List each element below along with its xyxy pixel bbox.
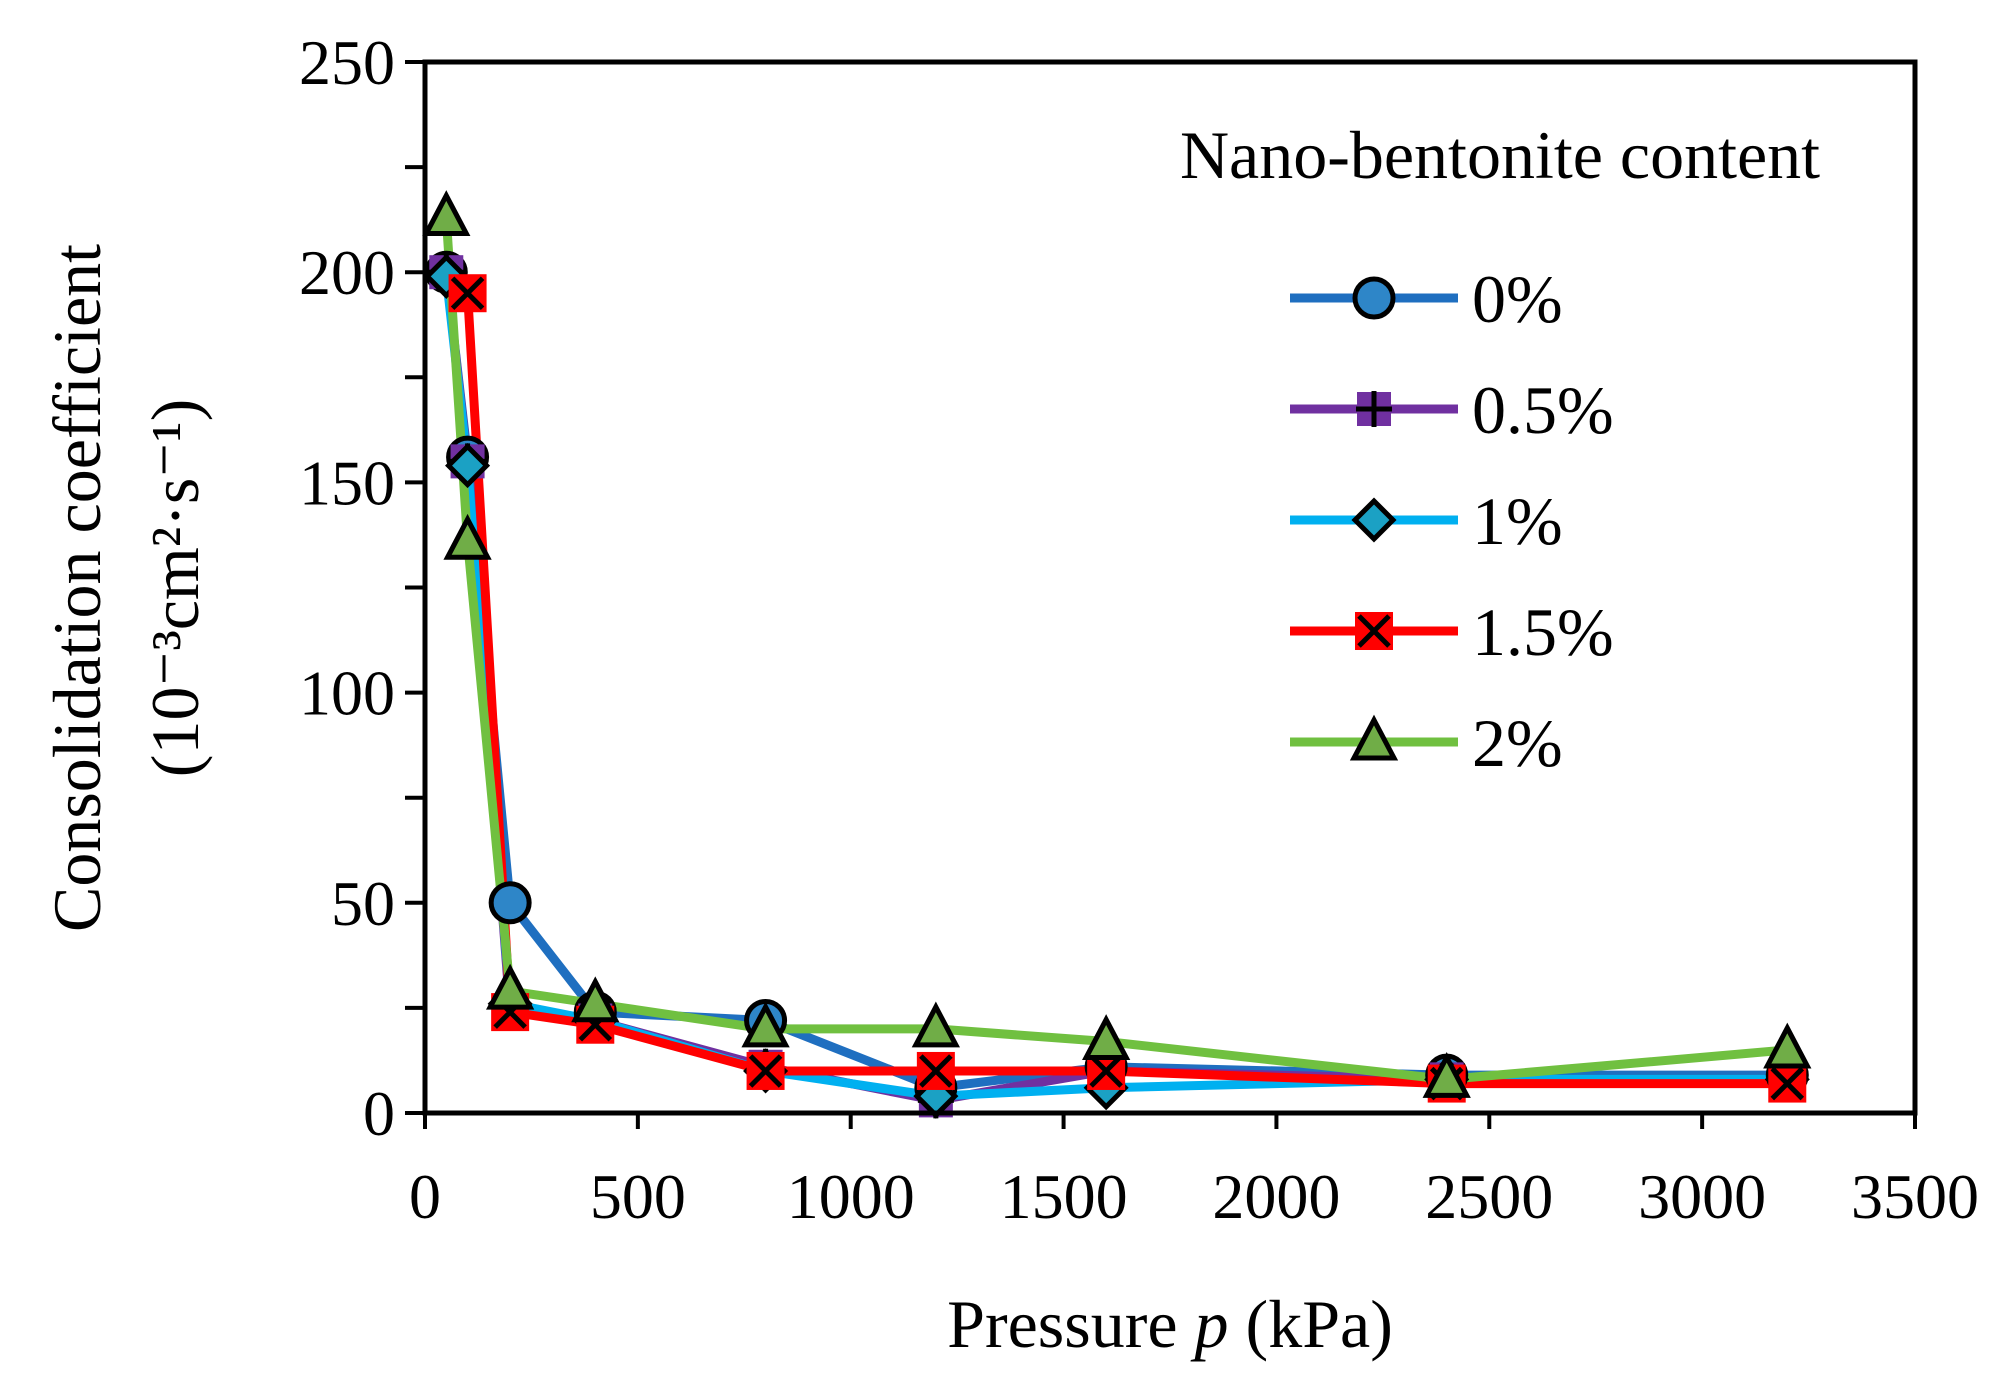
data-point-1-5pct xyxy=(1768,1064,1807,1103)
legend-label-0-5pct: 0.5% xyxy=(1472,372,1614,448)
y-axis-label-line1: Consolidation coefficient xyxy=(39,244,115,932)
x-tick-label: 3500 xyxy=(1851,1161,1979,1232)
data-point-2pct xyxy=(486,963,535,1010)
data-point-1-5pct xyxy=(916,1051,955,1090)
x-axis: 0 500 1000 1500 2000 2500 3000 3500 xyxy=(409,1113,1979,1232)
data-point-1-5pct xyxy=(746,1051,785,1090)
y-tick-label: 150 xyxy=(299,447,395,518)
legend-label-0pct: 0% xyxy=(1472,261,1563,337)
x-axis-label: Pressure p (kPa) xyxy=(947,1286,1393,1362)
y-axis: 0 50 100 150 200 250 xyxy=(299,27,425,1149)
x-tick-label: 500 xyxy=(590,1161,686,1232)
y-tick-label: 100 xyxy=(299,658,395,729)
data-point-2pct xyxy=(1082,1014,1131,1061)
plot-area-frame xyxy=(422,59,1918,1116)
legend-label-1pct: 1% xyxy=(1472,483,1563,559)
y-tick-label: 0 xyxy=(363,1078,395,1149)
legend-title: Nano-bentonite content xyxy=(1180,117,1820,193)
legend-marker-1-5pct xyxy=(1355,612,1393,650)
legend-marker-0pct xyxy=(1352,276,1396,320)
legend: Nano-bentonite content 0% 0.5% 1% 1.5% 2% xyxy=(1180,117,1820,781)
legend-marker-1pct xyxy=(1351,497,1397,543)
data-point-2pct xyxy=(571,976,620,1023)
x-tick-label: 1500 xyxy=(1000,1161,1128,1232)
data-point-2pct xyxy=(1763,1022,1812,1069)
legend-label-2pct: 2% xyxy=(1472,705,1563,781)
y-tick-label: 250 xyxy=(299,27,395,98)
data-point-1-5pct xyxy=(448,274,487,313)
x-tick-label: 2000 xyxy=(1212,1161,1340,1232)
y-axis-label-line2: (10⁻³cm²·s⁻¹) xyxy=(137,399,213,777)
x-tick-label: 0 xyxy=(409,1161,441,1232)
legend-marker-2pct xyxy=(1349,714,1399,761)
x-tick-label: 3000 xyxy=(1638,1161,1766,1232)
data-point-2pct xyxy=(911,1001,960,1048)
data-point-2pct xyxy=(1422,1052,1471,1098)
y-tick-label: 200 xyxy=(299,237,395,308)
x-tick-label: 2500 xyxy=(1425,1161,1553,1232)
data-point-2pct xyxy=(443,513,492,560)
x-tick-label: 1000 xyxy=(787,1161,915,1232)
y-tick-label: 50 xyxy=(331,868,395,939)
plot-markers xyxy=(422,190,1812,1119)
legend-marker-0-5pct xyxy=(1356,391,1392,427)
data-point-2pct xyxy=(741,1001,790,1048)
data-point-2pct xyxy=(422,190,471,237)
legend-label-1-5pct: 1.5% xyxy=(1472,594,1614,670)
data-point-1pct xyxy=(445,443,491,489)
data-point-0pct xyxy=(488,881,532,925)
